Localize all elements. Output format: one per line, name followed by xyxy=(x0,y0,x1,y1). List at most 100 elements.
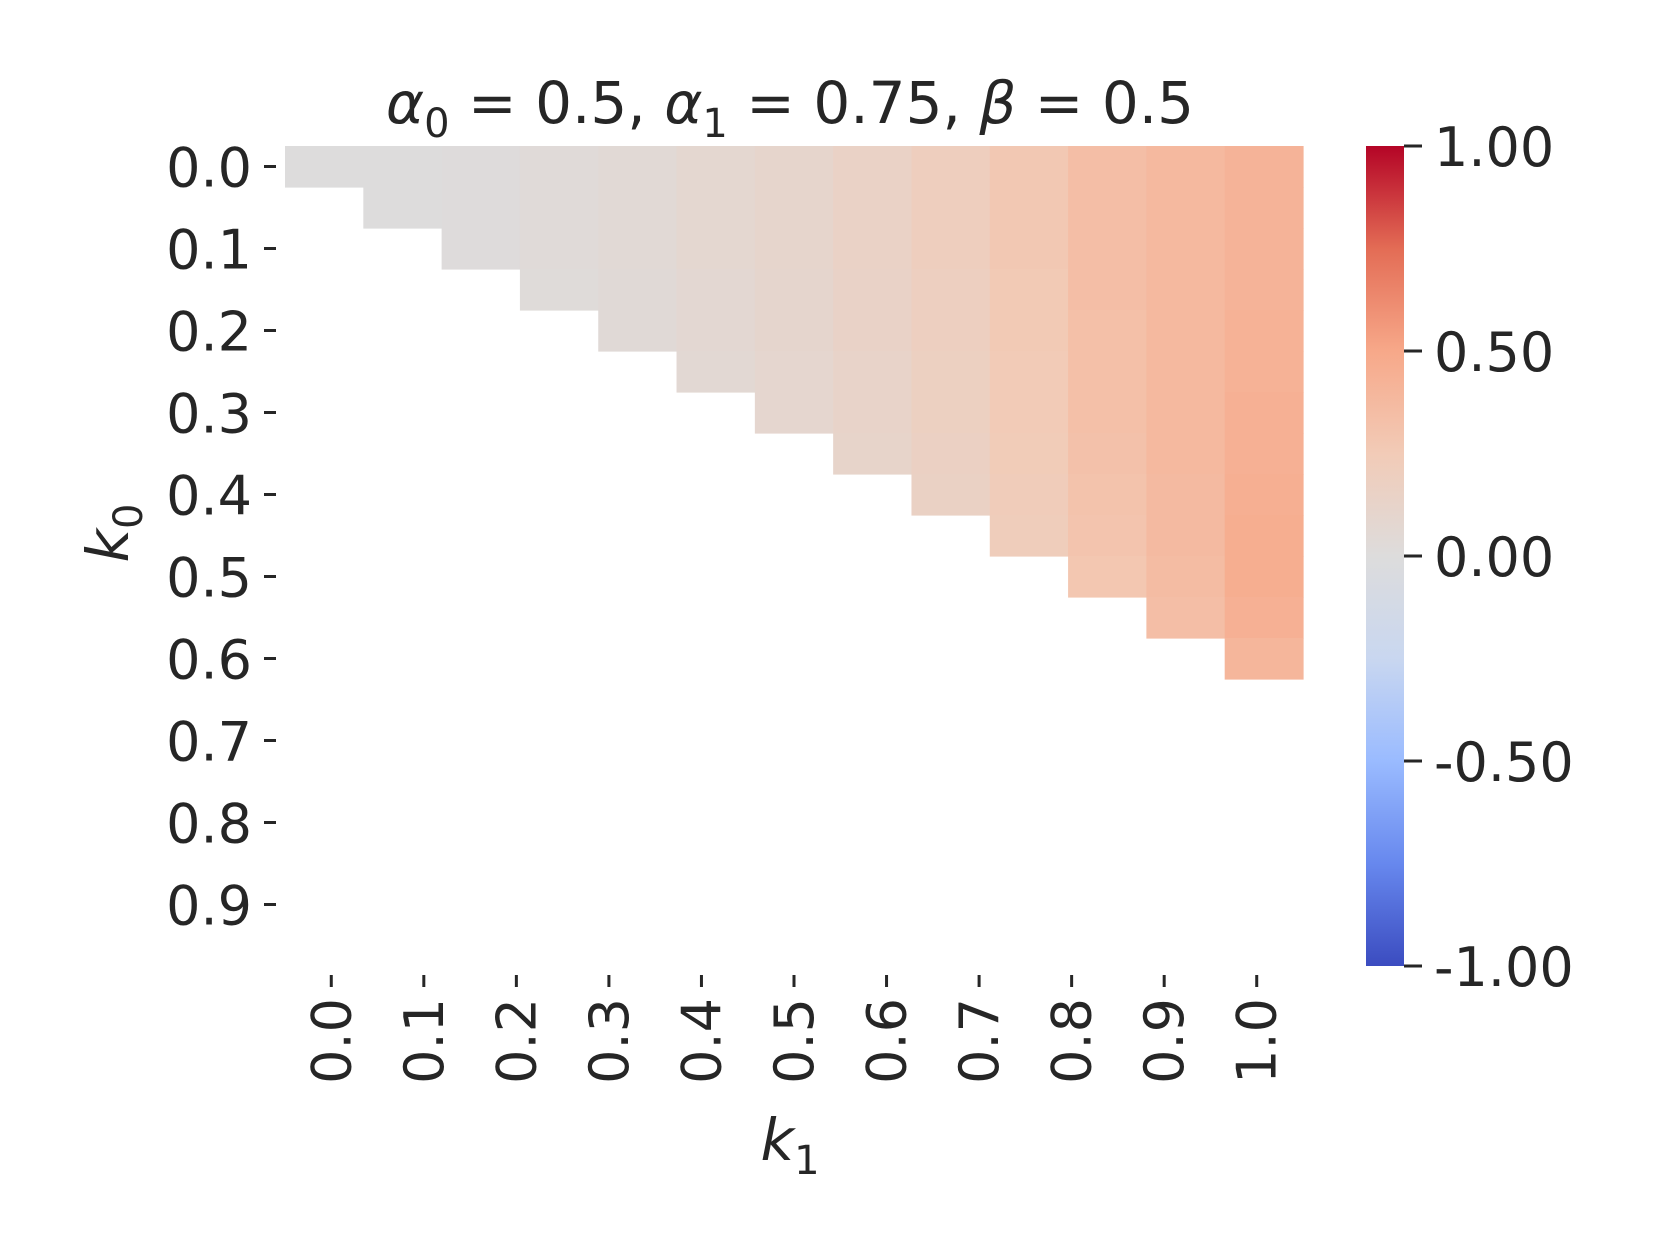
heatmap-cell xyxy=(1068,351,1147,393)
heatmap-cell xyxy=(989,351,1069,393)
heatmap-cell xyxy=(754,392,834,434)
heatmap-cell xyxy=(1224,392,1304,434)
y-tick-label: 0.2 xyxy=(166,301,252,364)
colorbar xyxy=(1366,146,1404,966)
heatmap-cells xyxy=(285,146,1304,680)
heatmap-cell xyxy=(989,187,1069,229)
heatmap-cell xyxy=(676,146,756,188)
heatmap-cell xyxy=(911,146,991,188)
heatmap-cell xyxy=(911,433,991,475)
y-tick-label: 0.7 xyxy=(166,711,252,774)
heatmap-cell xyxy=(1224,597,1304,639)
heatmap-cell xyxy=(1224,638,1304,680)
colorbar-tick-label: 0.50 xyxy=(1434,321,1554,384)
x-tick-label: 0.1 xyxy=(393,998,456,1084)
heatmap-cell xyxy=(833,433,913,475)
y-tick-label: 0.3 xyxy=(166,383,252,446)
heatmap-cell xyxy=(989,474,1069,516)
heatmap-cell xyxy=(1146,310,1226,352)
heatmap-cell xyxy=(1068,228,1147,270)
heatmap-cell xyxy=(598,269,678,311)
x-tick-label: 0.5 xyxy=(763,998,826,1084)
heatmap-cell xyxy=(285,146,364,188)
heatmap-cell xyxy=(989,392,1069,434)
heatmap-cell xyxy=(911,392,991,434)
heatmap-cell xyxy=(676,351,756,393)
heatmap-cell xyxy=(989,515,1069,557)
heatmap-cell xyxy=(676,269,756,311)
y-tick-label: 0.1 xyxy=(166,219,252,282)
colorbar-tick-label: 1.00 xyxy=(1434,116,1554,179)
heatmap-cell xyxy=(1224,228,1304,270)
heatmap-cell xyxy=(1224,187,1304,229)
x-tick-label: 1.0 xyxy=(1226,998,1289,1084)
heatmap-cell xyxy=(833,228,913,270)
heatmap-cell xyxy=(1146,556,1226,598)
heatmap-cell xyxy=(1224,310,1304,352)
heatmap-cell xyxy=(1068,310,1147,352)
heatmap-cell xyxy=(833,310,913,352)
y-tick-label: 0.6 xyxy=(166,629,252,692)
colorbar-tick-label: -1.00 xyxy=(1434,936,1574,999)
heatmap-cell xyxy=(1146,433,1226,475)
y-tick-label: 0.4 xyxy=(166,465,252,528)
heatmap-cell xyxy=(754,228,834,270)
heatmap-cell xyxy=(676,228,756,270)
heatmap-cell xyxy=(598,146,678,188)
heatmap-cell xyxy=(1068,433,1147,475)
heatmap-cell xyxy=(833,146,913,188)
heatmap-cell xyxy=(441,187,521,229)
heatmap-cell xyxy=(989,146,1069,188)
heatmap-cell xyxy=(363,146,443,188)
heatmap-cell xyxy=(754,269,834,311)
heatmap-cell xyxy=(833,351,913,393)
heatmap-cell xyxy=(1146,187,1226,229)
heatmap-cell xyxy=(833,392,913,434)
x-tick-label: 0.2 xyxy=(485,998,548,1084)
heatmap-cell xyxy=(1146,597,1226,639)
heatmap-cell xyxy=(911,269,991,311)
heatmap-cell xyxy=(754,310,834,352)
colorbar-tick-label: 0.00 xyxy=(1434,526,1554,589)
heatmap-cell xyxy=(1068,515,1147,557)
y-tick-label: 0.0 xyxy=(166,137,252,200)
heatmap-cell xyxy=(754,187,834,229)
heatmap-cell xyxy=(519,146,599,188)
y-tick-label: 0.9 xyxy=(166,875,252,938)
y-axis: 0.0 0.1 0.2 0.3 0.4 0.5 0.6 0.7 0.8 0.9 xyxy=(166,137,276,938)
y-axis-label: k0 xyxy=(74,503,152,562)
x-tick-label: 0.9 xyxy=(1133,998,1196,1084)
heatmap-cell xyxy=(989,228,1069,270)
x-axis: 0.0 0.1 0.2 0.3 0.4 0.5 0.6 0.7 0.8 0.9 1.0 xyxy=(300,975,1289,1084)
heatmap-cell xyxy=(1224,146,1304,188)
heatmap-cell xyxy=(1224,556,1304,598)
heatmap-cell xyxy=(1146,269,1226,311)
x-axis-label: k1 xyxy=(760,1106,819,1184)
heatmap-cell xyxy=(1146,351,1226,393)
x-tick-label: 0.7 xyxy=(948,998,1011,1084)
heatmap-cell xyxy=(441,146,521,188)
heatmap-cell xyxy=(989,269,1069,311)
heatmap-cell xyxy=(1146,146,1226,188)
heatmap-cell xyxy=(911,351,991,393)
heatmap-cell xyxy=(598,228,678,270)
heatmap-cell xyxy=(1146,392,1226,434)
x-tick-label: 0.8 xyxy=(1041,998,1104,1084)
colorbar-ticks: 1.00 0.50 0.00 -0.50 -1.00 xyxy=(1404,116,1574,999)
heatmap-cell xyxy=(989,433,1069,475)
x-tick-label: 0.4 xyxy=(670,998,733,1084)
heatmap-cell xyxy=(519,228,599,270)
heatmap-cell xyxy=(911,187,991,229)
y-tick-label: 0.5 xyxy=(166,547,252,610)
heatmap-cell xyxy=(911,474,991,516)
colorbar-tick-label: -0.50 xyxy=(1434,731,1574,794)
heatmap-cell xyxy=(1224,474,1304,516)
heatmap-cell xyxy=(754,146,834,188)
heatmap-cell xyxy=(1068,474,1147,516)
heatmap-cell xyxy=(1068,556,1147,598)
heatmap-cell xyxy=(1068,146,1147,188)
heatmap-cell xyxy=(754,351,834,393)
heatmap-cell xyxy=(1224,351,1304,393)
heatmap-cell xyxy=(1146,474,1226,516)
